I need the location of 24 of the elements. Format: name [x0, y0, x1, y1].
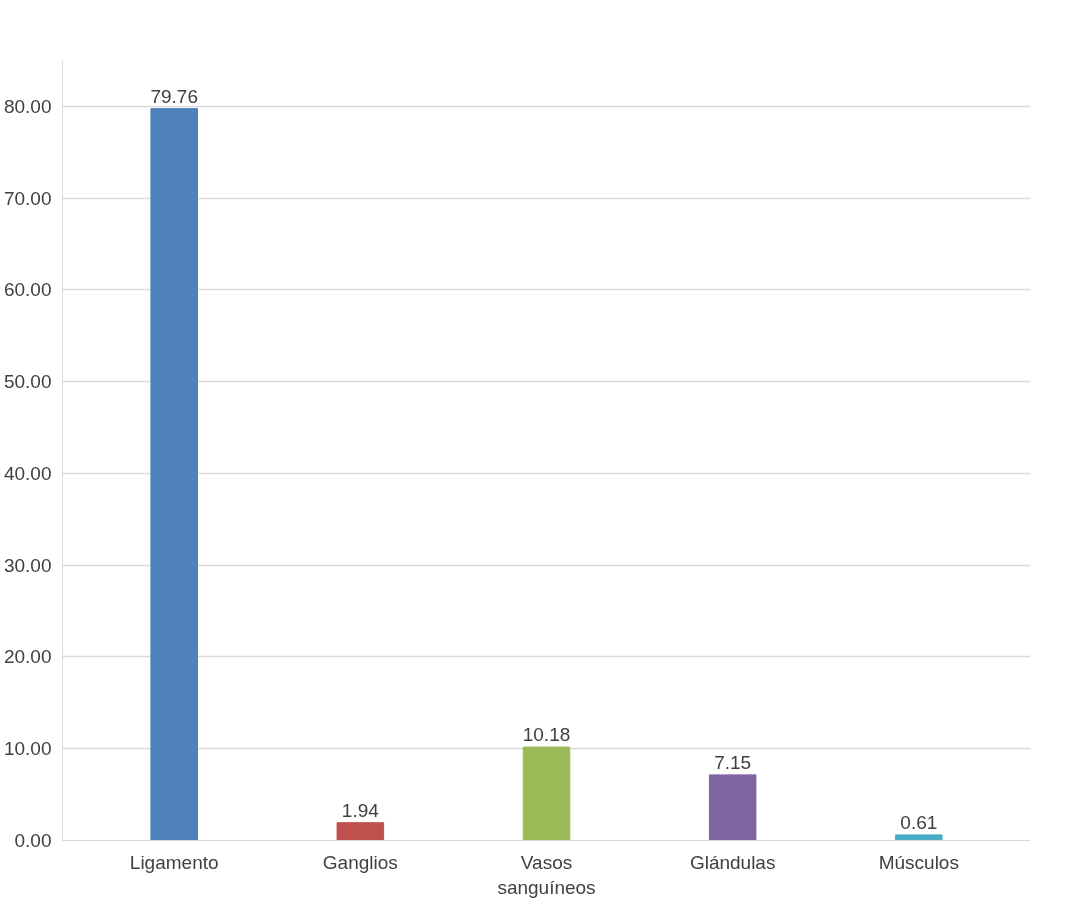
bar: [336, 822, 385, 841]
y-tick-label: 50.00: [3, 371, 52, 393]
data-label: 79.76: [150, 85, 198, 107]
data-label: 0.61: [900, 811, 938, 833]
data-label: 10.18: [522, 724, 571, 746]
y-tick-label: 60.00: [3, 279, 52, 301]
y-tick-label: 30.00: [3, 554, 52, 576]
x-tick-label: Vasos sanguíneos: [497, 851, 596, 898]
bar: [708, 774, 757, 841]
bar: [895, 834, 943, 841]
x-tick-label: Ganglios: [322, 851, 398, 873]
y-tick-label: 10.00: [3, 738, 52, 760]
y-tick-label: 70.00: [3, 187, 52, 209]
y-tick-label: 20.00: [3, 646, 52, 668]
x-tick-label: Glándulas: [689, 851, 776, 873]
bar: [522, 746, 571, 841]
y-tick-label: 0.00: [14, 830, 52, 851]
y-tick-label: 80.00: [3, 95, 52, 117]
x-tick-label: Músculos: [878, 851, 959, 873]
x-tick-label: Ligamento: [129, 851, 219, 873]
bar: [150, 108, 198, 841]
data-label: 7.15: [714, 751, 752, 773]
data-label: 1.94: [341, 799, 380, 821]
y-tick-label: 40.00: [3, 462, 52, 484]
